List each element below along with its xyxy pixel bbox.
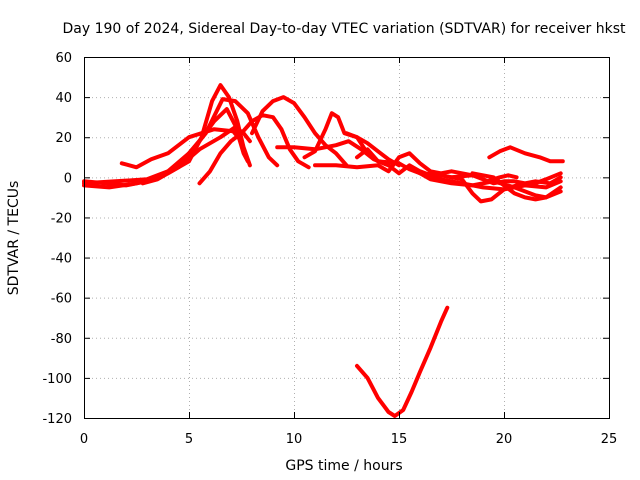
x-tick-label: 5 <box>185 432 193 447</box>
y-tick-label: 20 <box>55 131 72 146</box>
y-axis-title: SDTVAR / TECUs <box>6 181 22 296</box>
y-tick-label: -120 <box>42 412 72 427</box>
series-line-track-18 <box>355 305 450 418</box>
axis-ticks: 0 5 10 15 20 25 60 40 20 0 -20 -40 -60 -80 -100 -120 <box>42 51 617 447</box>
series-line-track-14 <box>428 171 563 186</box>
x-axis-title: GPS time / hours <box>285 458 402 474</box>
series-line-track-17 <box>487 145 565 164</box>
y-tick-label: 60 <box>55 51 72 66</box>
x-tick-label: 20 <box>496 432 513 447</box>
y-tick-label: -100 <box>42 372 72 387</box>
plot-frame <box>84 57 610 419</box>
x-tick-label: 10 <box>286 432 303 447</box>
chart-title: Day 190 of 2024, Sidereal Day-to-day VTE… <box>63 21 626 37</box>
y-tick-label: -80 <box>51 332 72 347</box>
series-line-track-7 <box>250 95 349 168</box>
series-line-track-16 <box>485 173 519 184</box>
y-tick-label: 40 <box>55 91 72 106</box>
series-line-track-10 <box>313 151 475 178</box>
x-tick-label: 25 <box>601 432 618 447</box>
x-tick-label: 0 <box>80 432 88 447</box>
series-line-track-3 <box>82 97 280 186</box>
series-group <box>82 83 565 418</box>
y-tick-label: -20 <box>51 211 72 226</box>
y-tick-label: -40 <box>51 252 72 267</box>
series-line-track-9 <box>302 111 401 168</box>
y-tick-label: 0 <box>64 171 72 186</box>
series-line-track-6 <box>119 127 244 170</box>
grid <box>84 57 609 418</box>
x-tick-label: 15 <box>391 432 408 447</box>
y-tick-label: -60 <box>51 292 72 307</box>
